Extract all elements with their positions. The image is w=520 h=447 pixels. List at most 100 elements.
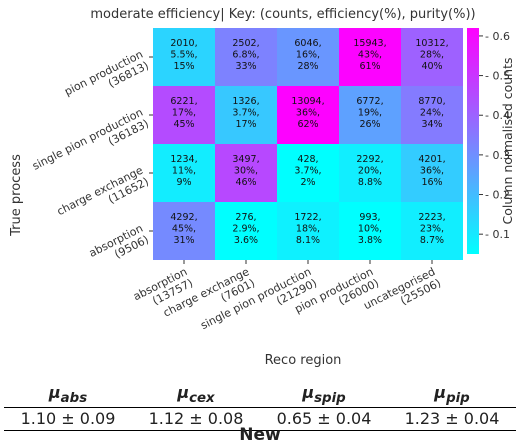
value-mu-abs: 1.10 ± 0.09 xyxy=(4,407,132,432)
cell-label: 1234, xyxy=(170,154,197,165)
cell-label: 40% xyxy=(421,61,442,72)
cell-label: 31% xyxy=(173,235,194,246)
y-tick-label: charge exchange(11652) xyxy=(55,164,151,230)
cell-label: 16%, xyxy=(296,50,320,61)
cell-label: 33% xyxy=(235,61,256,72)
value-mu-cex: 1.12 ± 0.08 xyxy=(132,407,260,432)
colorbar-tick-label: - 0.1 xyxy=(485,228,510,241)
colorbar-ticks: - 0.1 - 0.2 - 0.3 - 0.4 - 0.5 - 0.6 xyxy=(479,30,510,241)
y-tick-label: pion production(36813) xyxy=(62,48,151,110)
cell-label: 16% xyxy=(421,177,442,188)
cell-label: 11%, xyxy=(172,166,196,177)
cell-label: 61% xyxy=(359,61,380,72)
value-mu-spip: 0.65 ± 0.04 xyxy=(260,407,388,432)
results-header-row: μabs μcex μspip μpip xyxy=(4,383,516,409)
cell-label: 3.7%, xyxy=(232,108,259,119)
cell-label: 428, xyxy=(297,154,318,165)
cell-label: 3.6% xyxy=(234,235,258,246)
results-value-row: 1.10 ± 0.09 1.12 ± 0.08 0.65 ± 0.04 1.23… xyxy=(4,407,516,432)
heatmap-cells: 2010,5.5%,15% 2502,6.8%,33% 6046,16%,28% 15… xyxy=(153,28,463,260)
cell-label: 6.8%, xyxy=(232,50,259,61)
results-section: μabs μcex μspip μpip 1.10 ± 0.09 1.12 ± … xyxy=(0,383,520,432)
colorbar-tick-label: - 0.3 xyxy=(485,149,510,162)
cell-label: 28% xyxy=(297,61,318,72)
heatmap-cell xyxy=(401,28,463,86)
heatmap-cell xyxy=(339,86,401,144)
heatmap-cell xyxy=(401,202,463,260)
cell-label: 1326, xyxy=(232,96,259,107)
cell-label: 2010, xyxy=(170,38,197,49)
cell-label: 1722, xyxy=(294,212,321,223)
colorbar-tick-label: - 0.5 xyxy=(485,70,510,83)
heatmap-cell xyxy=(215,86,277,144)
cell-label: 3.7%, xyxy=(294,166,321,177)
heatmap-cell xyxy=(153,28,215,86)
heatmap-cell xyxy=(215,202,277,260)
heatmap-cell xyxy=(215,144,277,202)
cell-label: 8.8% xyxy=(358,177,382,188)
heatmap-cell xyxy=(277,144,339,202)
heatmap-cell xyxy=(277,86,339,144)
colorbar-label: Column normalised counts xyxy=(500,57,515,224)
cell-label: 45%, xyxy=(172,224,196,235)
chart-title: moderate efficiency| Key: (counts, effic… xyxy=(90,7,475,22)
header-mu-pip: μpip xyxy=(388,383,516,409)
y-tick-labels: pion production(36813)single pion produc… xyxy=(30,48,153,272)
cell-label: 23%, xyxy=(420,224,444,235)
cell-label: 4292, xyxy=(170,212,197,223)
header-mu-spip: μspip xyxy=(260,383,388,409)
heatmap-cell xyxy=(339,202,401,260)
heatmap-cell xyxy=(339,28,401,86)
heatmap-cell xyxy=(401,86,463,144)
cell-label: 30%, xyxy=(234,166,258,177)
cell-label: 26% xyxy=(359,119,380,130)
cell-label: 276, xyxy=(235,212,256,223)
y-axis-label: True process xyxy=(9,154,24,237)
cell-label: 3.8% xyxy=(358,235,382,246)
cell-label: 17% xyxy=(235,119,256,130)
heatmap-chart: moderate efficiency| Key: (counts, effic… xyxy=(9,7,515,368)
heatmap-cell xyxy=(153,86,215,144)
cell-label: 5.5%, xyxy=(170,50,197,61)
colorbar-tick-label: - 0.4 xyxy=(485,109,510,122)
cell-label: 10%, xyxy=(358,224,382,235)
cell-label: 15943, xyxy=(353,38,386,49)
cell-label: 993, xyxy=(359,212,380,223)
cell-label: 18%, xyxy=(296,224,320,235)
cell-label: 2.9%, xyxy=(232,224,259,235)
cell-label: 6772, xyxy=(356,96,383,107)
cell-label: 10312, xyxy=(415,38,448,49)
colorbar-tick-label: - 0.2 xyxy=(485,189,510,202)
cell-label: 24%, xyxy=(420,108,444,119)
cell-label: 2223, xyxy=(418,212,445,223)
cell-label: 2502, xyxy=(232,38,259,49)
header-mu-cex: μcex xyxy=(132,383,260,409)
heatmap-cell xyxy=(153,202,215,260)
cell-label: 36%, xyxy=(420,166,444,177)
colorbar xyxy=(467,28,479,254)
x-tick-labels: absorption(13757)charge exchange(7601)si… xyxy=(131,260,443,332)
cell-label: 17%, xyxy=(172,108,196,119)
figure-caption: New xyxy=(239,425,281,445)
cell-label: 8.1% xyxy=(296,235,320,246)
cell-label: 19%, xyxy=(358,108,382,119)
heatmap-cell xyxy=(401,144,463,202)
cell-label: 36%, xyxy=(296,108,320,119)
cell-label: 3497, xyxy=(232,154,259,165)
y-tick-label: absorption(9506) xyxy=(87,222,151,272)
cell-label: 6221, xyxy=(170,96,197,107)
cell-label: 8770, xyxy=(418,96,445,107)
cell-label: 20%, xyxy=(358,166,382,177)
cell-label: 45% xyxy=(173,119,194,130)
cell-label: 46% xyxy=(235,177,256,188)
cell-label: 34% xyxy=(421,119,442,130)
header-mu-abs: μabs xyxy=(4,383,132,409)
cell-label: 28%, xyxy=(420,50,444,61)
x-axis-label: Reco region xyxy=(265,353,342,368)
heatmap-cell xyxy=(339,144,401,202)
value-mu-pip: 1.23 ± 0.04 xyxy=(388,407,516,432)
cell-label: 9% xyxy=(176,177,191,188)
cell-label: 15% xyxy=(173,61,194,72)
cell-label: 2% xyxy=(300,177,315,188)
heatmap-cell xyxy=(277,202,339,260)
